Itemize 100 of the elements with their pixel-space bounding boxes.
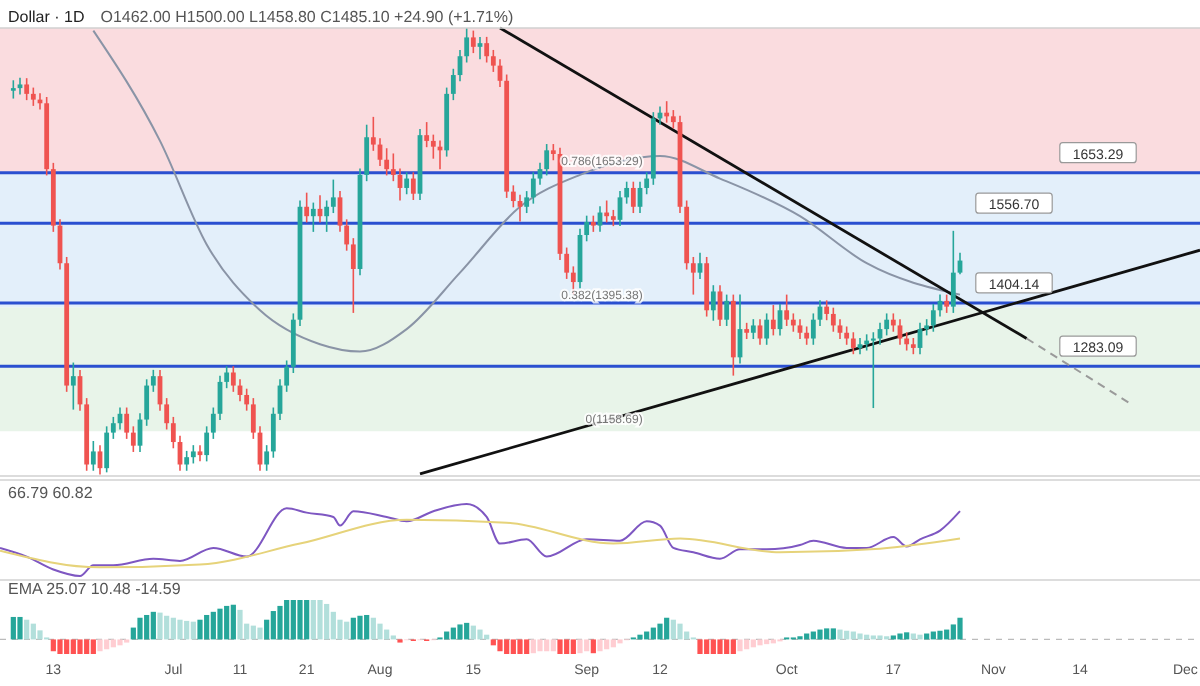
candlestick (930, 303, 936, 333)
bar (137, 617, 143, 640)
bar (530, 639, 536, 654)
candlestick (244, 387, 250, 412)
bar (57, 639, 63, 654)
bar (464, 622, 470, 640)
bar (590, 639, 596, 654)
bar (77, 639, 83, 654)
bar (324, 603, 330, 640)
bar (150, 611, 156, 640)
candlestick (130, 425, 136, 453)
bar (284, 600, 290, 640)
candlestick (530, 171, 536, 205)
bar (217, 608, 223, 640)
bar (737, 639, 743, 652)
bar (764, 639, 770, 645)
bar (717, 639, 723, 654)
bar (677, 623, 683, 640)
candlestick (804, 325, 810, 346)
bar (317, 600, 323, 640)
candlestick (104, 425, 110, 474)
bar (817, 629, 823, 640)
candlestick (837, 318, 843, 340)
bar (24, 619, 30, 640)
bar (650, 627, 656, 640)
bar (857, 633, 863, 640)
bar (477, 629, 483, 640)
bar (490, 639, 496, 646)
bar (224, 605, 230, 640)
bar (504, 639, 510, 654)
candlestick (304, 191, 310, 224)
candlestick (770, 304, 776, 337)
bar (757, 639, 763, 646)
bar (577, 639, 583, 654)
bar (310, 600, 316, 640)
bar (30, 623, 36, 640)
bar (304, 600, 310, 640)
candlestick (470, 29, 476, 54)
candlestick (870, 331, 876, 409)
candlestick (10, 79, 16, 100)
bar (517, 639, 523, 654)
candlestick (850, 331, 856, 355)
bar (597, 639, 603, 652)
bar (144, 614, 150, 640)
bar (110, 639, 116, 648)
bar (957, 617, 963, 640)
bar (950, 624, 956, 640)
bar (50, 639, 56, 652)
bar (64, 639, 70, 654)
candlestick (884, 312, 890, 337)
bar (470, 625, 476, 640)
bar (204, 614, 210, 640)
candlestick (844, 325, 850, 346)
bar (750, 639, 756, 648)
candlestick (424, 121, 430, 148)
text: O1462.00 H1500.00 L1458.80 C1485.10 +24.90 (+1.71%) (100, 8, 514, 26)
bar (377, 623, 383, 640)
bar (230, 604, 236, 640)
bar (170, 617, 176, 640)
bar (330, 611, 336, 640)
candlestick (24, 77, 30, 101)
candlestick (704, 256, 710, 318)
bar (177, 619, 183, 640)
bar (570, 639, 576, 654)
bar (557, 639, 563, 654)
bar (157, 612, 163, 640)
bar (10, 616, 16, 640)
bar (904, 632, 910, 640)
bar (837, 629, 843, 640)
text: EMA 25.07 10.48 -14.59 (8, 580, 182, 598)
candlestick (797, 318, 803, 340)
bar (450, 627, 456, 640)
bar (584, 639, 590, 652)
candlestick (90, 440, 96, 472)
bar (17, 616, 23, 640)
bar (730, 639, 736, 654)
candlestick (724, 293, 730, 327)
candlestick (184, 450, 190, 472)
bar (610, 639, 616, 648)
bar (190, 621, 196, 640)
candlestick (690, 256, 696, 296)
candlestick (630, 180, 636, 214)
candlestick (750, 318, 756, 340)
bar (550, 639, 556, 652)
bar (524, 639, 530, 654)
bar (117, 639, 123, 646)
bar (664, 617, 670, 640)
bar (70, 639, 76, 654)
bar (164, 615, 170, 640)
bar (90, 639, 96, 654)
bar (544, 639, 550, 652)
candlestick (710, 284, 716, 322)
bar (497, 639, 503, 652)
bar (257, 627, 263, 640)
candlestick (764, 312, 770, 346)
bar (270, 611, 276, 640)
candlestick (110, 416, 116, 440)
bar (897, 633, 903, 640)
candlestick (264, 444, 270, 472)
bar (104, 639, 110, 650)
